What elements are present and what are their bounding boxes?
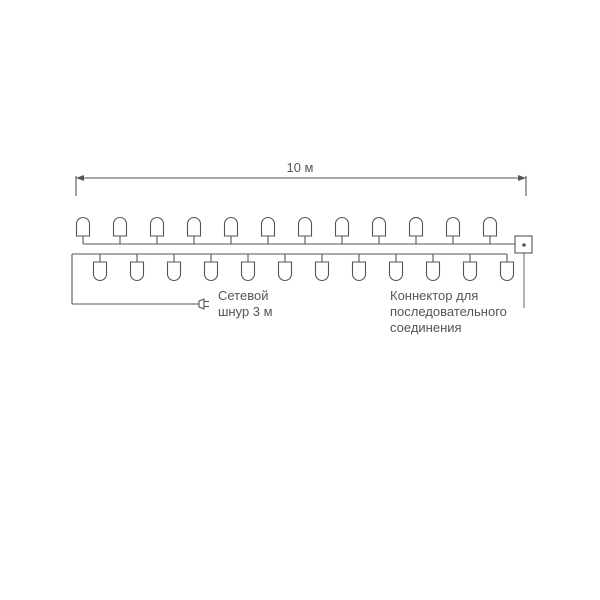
- length-label: 10 м: [286, 160, 313, 175]
- connector-label: Коннектор для: [390, 288, 478, 303]
- string-light-diagram: 10 м Сетевойшнур 3 м Коннектор дляпоследов…: [0, 0, 600, 600]
- connector-label: соединения: [390, 320, 462, 335]
- connector-label: последовательного: [390, 304, 507, 319]
- connector-dot-icon: [522, 243, 526, 247]
- power-cord-label: Сетевой: [218, 288, 268, 303]
- power-cord-label: шнур 3 м: [218, 304, 273, 319]
